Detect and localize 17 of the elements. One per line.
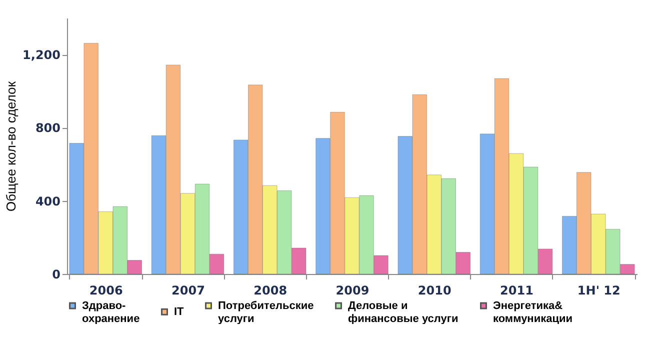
y-tick-label: 800: [35, 121, 60, 136]
legend-label: Здраво- охранение: [82, 300, 140, 325]
legend-label: IT: [174, 306, 184, 318]
x-tick-label: 2010: [418, 284, 452, 298]
x-tick-label: 1H' 12: [577, 284, 620, 298]
x-tick-label: 2007: [172, 284, 205, 298]
y-tick-label: 1,200: [22, 48, 60, 62]
y-tick-label: 400: [35, 194, 60, 208]
legend-label: Потребительские услуги: [218, 300, 314, 325]
x-tick-label: 2006: [89, 284, 123, 298]
y-axis-title: Общее кол-во сделок: [4, 81, 19, 212]
x-tick-label: 2011: [500, 284, 534, 298]
y-tick-label: 0: [52, 268, 60, 282]
legend-label: Энергетика& коммуникации: [493, 300, 572, 325]
x-tick-label: 2009: [336, 284, 370, 298]
x-tick-label: 2008: [254, 284, 288, 298]
legend-label: Деловые и финансовые услуги: [348, 300, 458, 325]
